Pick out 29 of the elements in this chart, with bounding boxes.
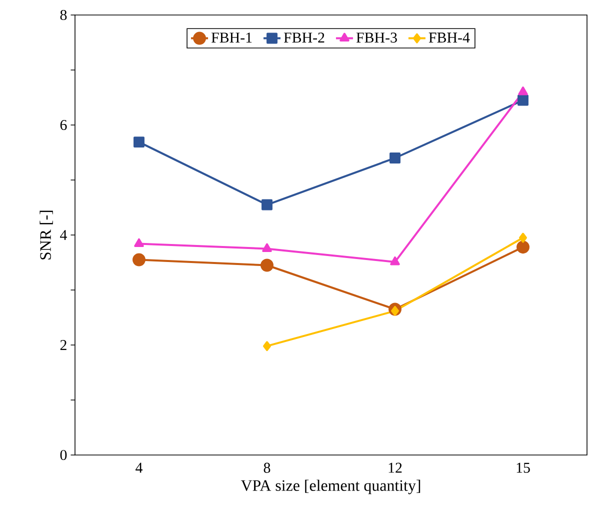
- point: [518, 94, 528, 106]
- point: [516, 240, 530, 254]
- point: [262, 243, 272, 252]
- point: [134, 136, 144, 148]
- x-tick-label: 15: [516, 462, 530, 473]
- point: [391, 306, 399, 316]
- point: [262, 199, 272, 210]
- y-tick-label: 8: [60, 10, 67, 20]
- point: [260, 258, 274, 272]
- x-axis-title: VPA size [element quantity]: [240, 480, 420, 494]
- y-tick-label: 2: [60, 340, 66, 350]
- legend-label: FBH-3: [356, 32, 397, 43]
- y-axis-title: SNR [-]: [40, 210, 53, 260]
- point: [132, 253, 146, 266]
- point: [134, 238, 144, 248]
- x-tick-label: 12: [388, 462, 402, 473]
- x-tick-label: 8: [264, 462, 270, 473]
- legend-label: FBH-4: [428, 32, 470, 42]
- x-tick-label: 4: [136, 462, 142, 473]
- y-tick-label: 4: [60, 230, 67, 240]
- point: [390, 256, 400, 266]
- point: [263, 341, 271, 352]
- point: [519, 232, 527, 243]
- y-tick-label: 6: [60, 120, 67, 130]
- point: [390, 152, 400, 164]
- legend-label: FBH-2: [284, 32, 324, 43]
- y-tick-label: 0: [60, 450, 67, 460]
- point: [518, 86, 528, 96]
- legend-label: FBH-1: [211, 32, 252, 43]
